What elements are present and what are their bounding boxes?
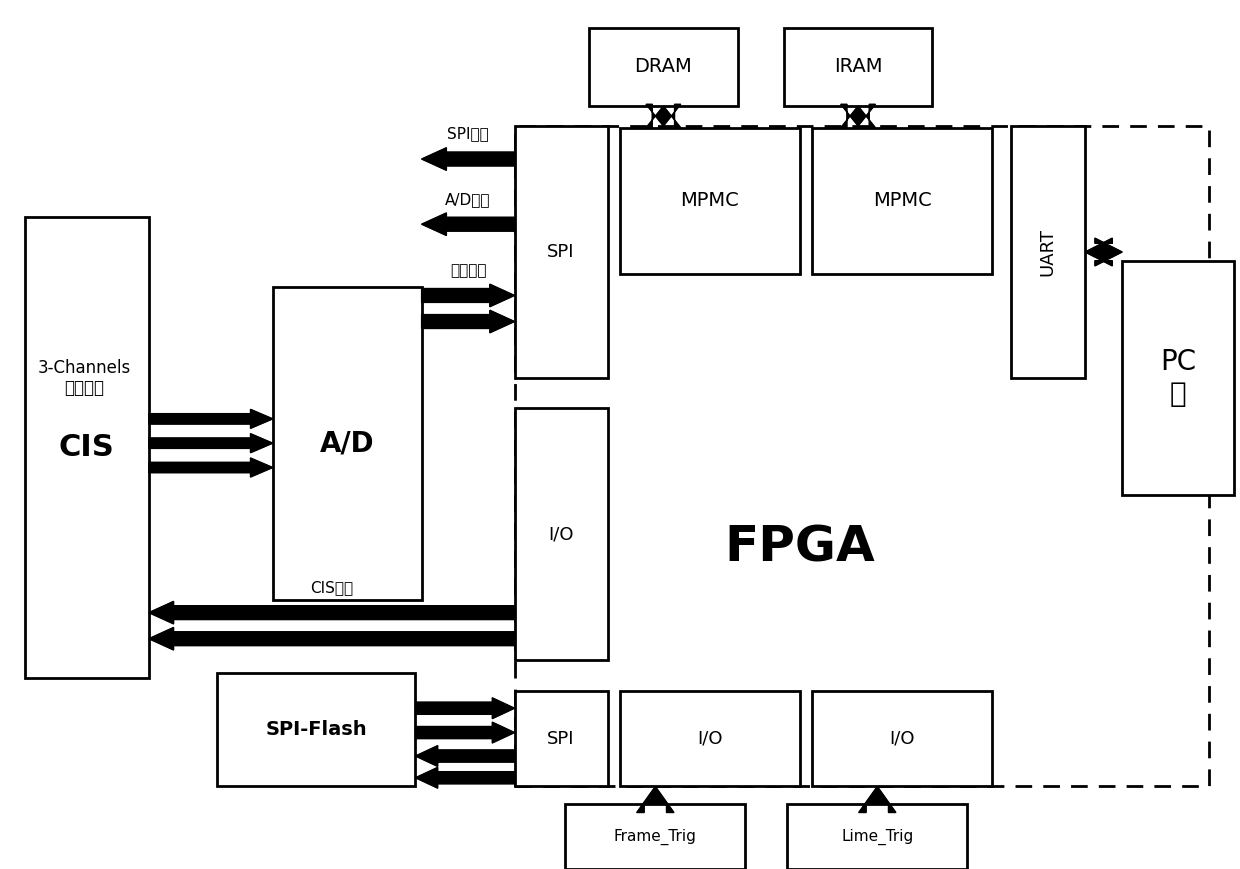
Polygon shape [415, 767, 515, 788]
Bar [787, 804, 967, 869]
Polygon shape [149, 434, 273, 453]
Text: Lime_Trig: Lime_Trig [841, 828, 914, 845]
Polygon shape [422, 310, 515, 333]
Text: 数字信号: 数字信号 [450, 263, 486, 278]
Polygon shape [422, 284, 515, 307]
Bar [812, 691, 992, 786]
Polygon shape [149, 627, 515, 650]
Text: MPMC: MPMC [681, 191, 739, 210]
Text: FPGA: FPGA [724, 523, 875, 572]
Polygon shape [646, 104, 681, 128]
Bar [515, 126, 608, 378]
Text: A/D驱动: A/D驱动 [445, 192, 491, 207]
Polygon shape [1085, 238, 1122, 266]
Text: MPMC: MPMC [873, 191, 931, 210]
Polygon shape [858, 786, 895, 813]
Bar [273, 287, 422, 600]
Polygon shape [415, 722, 515, 743]
Text: IRAM: IRAM [833, 57, 883, 76]
Text: CIS: CIS [60, 433, 114, 462]
Bar [1011, 126, 1085, 378]
Text: I/O: I/O [889, 730, 915, 747]
Bar [515, 408, 608, 660]
Bar [25, 217, 149, 678]
Text: SPI-Flash: SPI-Flash [265, 720, 367, 740]
Polygon shape [422, 148, 515, 170]
Bar [620, 691, 800, 786]
Bar [515, 691, 608, 786]
Polygon shape [422, 213, 515, 235]
Bar [565, 804, 745, 869]
Bar [784, 28, 932, 106]
Bar [620, 128, 800, 274]
Text: A/D: A/D [320, 429, 374, 457]
Bar [217, 673, 415, 786]
Polygon shape [415, 698, 515, 719]
Polygon shape [415, 746, 515, 766]
Text: Frame_Trig: Frame_Trig [614, 828, 697, 845]
Text: SPI: SPI [547, 730, 575, 747]
Bar [589, 28, 738, 106]
Text: SPI配置: SPI配置 [448, 127, 489, 142]
Polygon shape [637, 786, 675, 813]
Text: CIS驱动: CIS驱动 [310, 580, 353, 595]
Text: SPI: SPI [547, 243, 575, 261]
Text: 3-Channels
模拟输入: 3-Channels 模拟输入 [37, 359, 131, 397]
Polygon shape [149, 601, 515, 624]
Text: DRAM: DRAM [635, 57, 692, 76]
Text: PC
机: PC 机 [1159, 348, 1197, 408]
Text: UART: UART [1039, 228, 1056, 276]
Polygon shape [149, 409, 273, 428]
Polygon shape [841, 104, 875, 128]
Polygon shape [149, 458, 273, 477]
Text: I/O: I/O [697, 730, 723, 747]
Bar [812, 128, 992, 274]
Bar [515, 126, 1209, 786]
Bar [1122, 261, 1234, 495]
Text: I/O: I/O [548, 526, 574, 543]
